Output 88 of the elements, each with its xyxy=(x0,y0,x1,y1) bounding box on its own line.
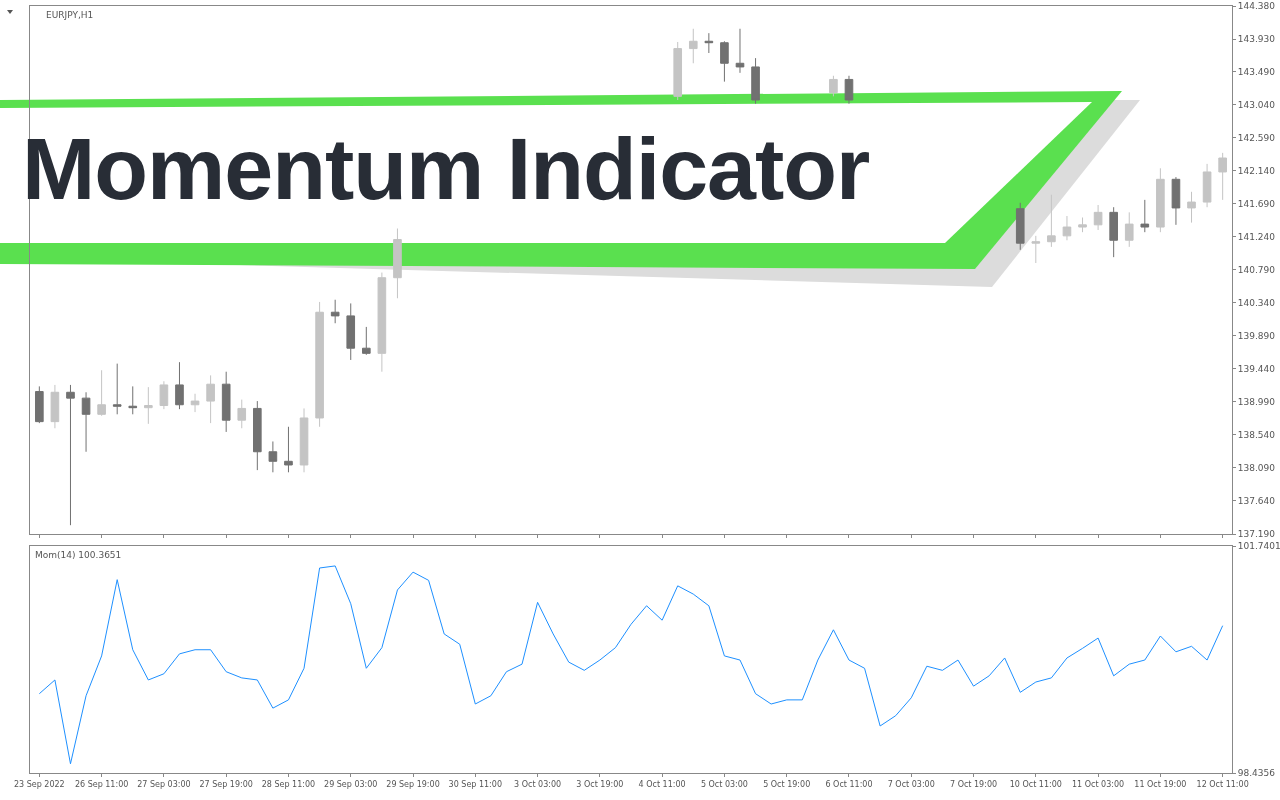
x-tick-label: 27 Sep 19:00 xyxy=(199,779,253,789)
x-tick-label: 28 Sep 11:00 xyxy=(261,779,316,789)
x-tick-label: 7 Oct 19:00 xyxy=(950,779,998,789)
candlestick xyxy=(1124,211,1134,248)
line-series xyxy=(38,565,1224,765)
candlestick xyxy=(735,28,745,74)
candlestick xyxy=(237,399,247,429)
candlestick xyxy=(1047,194,1056,248)
candlestick xyxy=(190,393,200,413)
x-tick-label: 23 Sep 2022 xyxy=(13,779,65,789)
candlestick xyxy=(175,361,184,410)
candlestick xyxy=(346,302,356,361)
x-tick-label: 30 Sep 11:00 xyxy=(448,779,502,789)
candlestick xyxy=(284,426,293,473)
y-tick-label: 138.540 xyxy=(1237,430,1276,441)
candlestick xyxy=(128,385,138,415)
y-tick-label: 140.790 xyxy=(1237,264,1276,275)
x-tick-label: 3 Oct 19:00 xyxy=(576,779,624,789)
candlestick xyxy=(377,272,387,373)
y-tick-label: 138.990 xyxy=(1237,396,1276,407)
y-tick-label: 101.7401 xyxy=(1237,541,1280,552)
candlestick xyxy=(1171,176,1181,226)
candlestick xyxy=(1140,199,1150,233)
candlestick xyxy=(720,40,729,83)
y-tick-label: 139.440 xyxy=(1237,363,1276,374)
candlestick xyxy=(393,228,402,299)
y-tick-label: 137.640 xyxy=(1237,496,1276,507)
y-tick-label: 141.240 xyxy=(1237,231,1276,242)
x-tick-label: 3 Oct 03:00 xyxy=(514,779,562,789)
candlestick xyxy=(35,385,44,424)
candlestick xyxy=(1187,191,1196,224)
x-tick-label: 29 Sep 19:00 xyxy=(386,779,440,789)
y-tick-label: 140.340 xyxy=(1237,297,1276,308)
candlestick xyxy=(673,41,683,101)
y-tick-label: 137.190 xyxy=(1237,529,1276,540)
candlestick xyxy=(688,28,698,64)
candlestick xyxy=(97,369,106,417)
candlestick xyxy=(1062,215,1072,241)
candlestick xyxy=(704,32,714,54)
candlestick xyxy=(829,75,838,97)
candlestick xyxy=(362,326,371,356)
candlestick xyxy=(221,371,231,433)
candlestick xyxy=(315,301,324,428)
candlestick xyxy=(268,440,278,473)
candlestick xyxy=(330,299,340,324)
y-tick-label: 143.040 xyxy=(1237,99,1276,110)
y-tick-label: 142.590 xyxy=(1237,132,1276,143)
candlestick xyxy=(299,407,309,473)
candlestick xyxy=(751,57,760,105)
x-tick-label: 11 Oct 03:00 xyxy=(1072,779,1125,789)
x-tick-label: 7 Oct 03:00 xyxy=(887,779,935,789)
candlestick xyxy=(112,363,122,415)
candlestick xyxy=(1156,167,1165,233)
candlestick xyxy=(1031,235,1041,264)
x-tick-label: 10 Oct 11:00 xyxy=(1009,779,1062,789)
x-tick-label: 11 Oct 19:00 xyxy=(1134,779,1187,789)
x-tick-label: 27 Sep 03:00 xyxy=(137,779,191,789)
x-tick-label: 6 Oct 11:00 xyxy=(825,779,873,789)
y-tick-label: 142.140 xyxy=(1237,165,1276,176)
y-tick-label: 143.490 xyxy=(1237,66,1276,77)
candlestick xyxy=(81,391,91,453)
candlestick xyxy=(253,400,262,471)
x-tick-label: 26 Sep 11:00 xyxy=(74,779,129,789)
candlestick xyxy=(50,384,60,429)
candlestick xyxy=(1078,216,1087,233)
candlestick xyxy=(144,386,153,425)
candlestick xyxy=(159,380,169,410)
candlestick xyxy=(66,384,75,526)
x-tick-label: 29 Sep 03:00 xyxy=(324,779,378,789)
candlestick xyxy=(844,75,854,105)
candlestick xyxy=(1093,204,1103,231)
y-tick-label: 141.690 xyxy=(1237,198,1276,209)
x-tick-label: 5 Oct 03:00 xyxy=(700,779,748,789)
candlestick xyxy=(206,374,215,424)
x-tick-label: 4 Oct 11:00 xyxy=(638,779,686,789)
y-tick-label: 139.890 xyxy=(1237,330,1276,341)
candlestick xyxy=(1109,206,1118,258)
candlestick xyxy=(1218,152,1227,201)
x-tick-label: 12 Oct 11:00 xyxy=(1196,779,1249,789)
y-tick-label: 98.4356 xyxy=(1237,768,1276,779)
y-tick-label: 143.930 xyxy=(1237,34,1276,45)
annotation: Mom(14) 100.3651 xyxy=(35,550,122,560)
candlestick xyxy=(1015,202,1025,251)
x-tick-label: 5 Oct 19:00 xyxy=(763,779,811,789)
y-tick-label: 144.380 xyxy=(1237,1,1276,12)
y-tick-label: 138.090 xyxy=(1237,463,1276,474)
annotation: EURJPY,H1 xyxy=(46,10,94,20)
candlestick xyxy=(1202,163,1212,208)
